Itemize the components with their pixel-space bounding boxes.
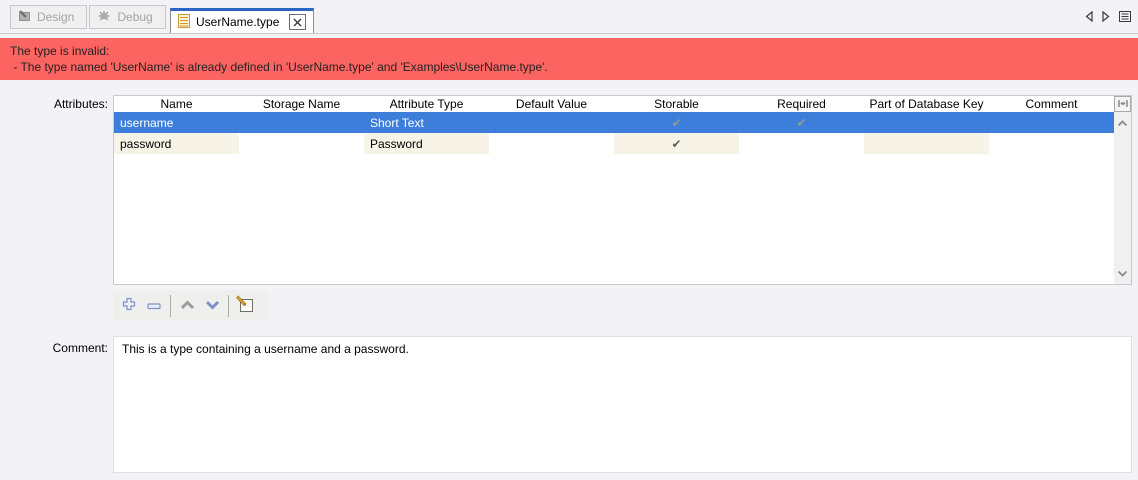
design-button-label: Design: [37, 10, 75, 24]
grid-header-row: Name Storage Name Attribute Type Default…: [114, 96, 1114, 112]
cell-attribute-type[interactable]: Password: [364, 133, 489, 154]
attributes-label: Attributes:: [53, 97, 108, 111]
column-header-required: Required: [777, 97, 826, 111]
cell-default-value[interactable]: [489, 112, 614, 133]
column-header-attribute-type: Attribute Type: [389, 97, 464, 111]
chevron-down-icon: [205, 298, 220, 313]
column-header-storable: Storable: [654, 97, 699, 111]
remove-attribute-button[interactable]: [145, 297, 163, 315]
column-header-name: Name: [160, 97, 193, 111]
table-row-password[interactable]: password Password ✔: [114, 133, 1114, 154]
cell-required-checkbox[interactable]: [739, 133, 864, 154]
column-header-storage-name: Storage Name: [262, 97, 341, 111]
attributes-grid-body: Name Storage Name Attribute Type Default…: [114, 96, 1114, 284]
tab-list-icon[interactable]: [1119, 11, 1131, 25]
fit-columns-button[interactable]: [1114, 96, 1131, 112]
toolbar-divider: [170, 294, 171, 317]
error-banner-detail: - The type named 'UserName' is already d…: [10, 60, 548, 74]
cell-part-of-database-key-checkbox[interactable]: [864, 133, 989, 154]
tab-close-button[interactable]: [289, 14, 307, 30]
error-banner: The type is invalid: - The type named 'U…: [0, 38, 1138, 80]
minus-icon: [147, 298, 161, 313]
cell-comment[interactable]: [989, 133, 1114, 154]
comment-textarea[interactable]: This is a type containing a username and…: [113, 336, 1132, 473]
fit-columns-icon: [1117, 97, 1128, 111]
column-header-comment: Comment: [1025, 97, 1078, 111]
tab-title: UserName.type: [196, 15, 280, 29]
cell-required-checkbox[interactable]: ✔: [739, 112, 864, 133]
comment-text: This is a type containing a username and…: [122, 342, 409, 356]
move-up-button[interactable]: [178, 297, 196, 315]
toolbar-divider: [228, 294, 229, 317]
attributes-grid: Name Storage Name Attribute Type Default…: [113, 95, 1132, 285]
chevron-up-icon: [180, 298, 195, 313]
scroll-down-icon[interactable]: [1117, 266, 1128, 280]
cell-part-of-database-key-checkbox[interactable]: [864, 112, 989, 133]
edit-page-pencil-icon: [236, 295, 254, 316]
cell-storage-name[interactable]: [239, 112, 364, 133]
mode-toolbar: Design Debug: [10, 5, 166, 29]
debug-button-label: Debug: [117, 10, 153, 24]
cell-name[interactable]: password: [114, 133, 239, 154]
debug-button[interactable]: Debug: [89, 5, 166, 29]
vertical-scrollbar[interactable]: [1114, 112, 1131, 284]
cell-comment[interactable]: [989, 112, 1114, 133]
design-button[interactable]: Design: [10, 5, 88, 29]
plus-icon: [122, 297, 136, 314]
column-header-part-of-database-key: Part of Database Key: [869, 97, 984, 111]
cell-attribute-type[interactable]: Short Text: [364, 112, 489, 133]
cell-storable-checkbox[interactable]: ✔: [614, 133, 739, 154]
attributes-edit-toolbar: [113, 290, 268, 321]
column-header-default-value: Default Value: [515, 97, 588, 111]
debug-icon: [97, 9, 111, 25]
nav-forward-icon[interactable]: [1102, 10, 1110, 25]
cell-default-value[interactable]: [489, 133, 614, 154]
tabbar-divider: [0, 33, 1138, 34]
type-document-icon: [178, 13, 190, 31]
comment-label: Comment:: [52, 341, 108, 355]
design-icon: [18, 9, 31, 25]
move-down-button[interactable]: [203, 297, 221, 315]
tab-navigation: [1085, 10, 1131, 25]
cell-name[interactable]: username: [114, 112, 239, 133]
edit-attribute-button[interactable]: [236, 295, 254, 316]
grid-right-rail: [1114, 96, 1131, 284]
table-row-username[interactable]: username Short Text ✔ ✔: [114, 112, 1114, 133]
nav-back-icon[interactable]: [1085, 10, 1093, 25]
error-banner-title: The type is invalid:: [10, 44, 110, 58]
add-attribute-button[interactable]: [120, 297, 138, 315]
cell-storage-name[interactable]: [239, 133, 364, 154]
scroll-up-icon[interactable]: [1117, 116, 1128, 130]
tab-username-type[interactable]: UserName.type: [170, 8, 315, 33]
cell-storable-checkbox[interactable]: ✔: [614, 112, 739, 133]
